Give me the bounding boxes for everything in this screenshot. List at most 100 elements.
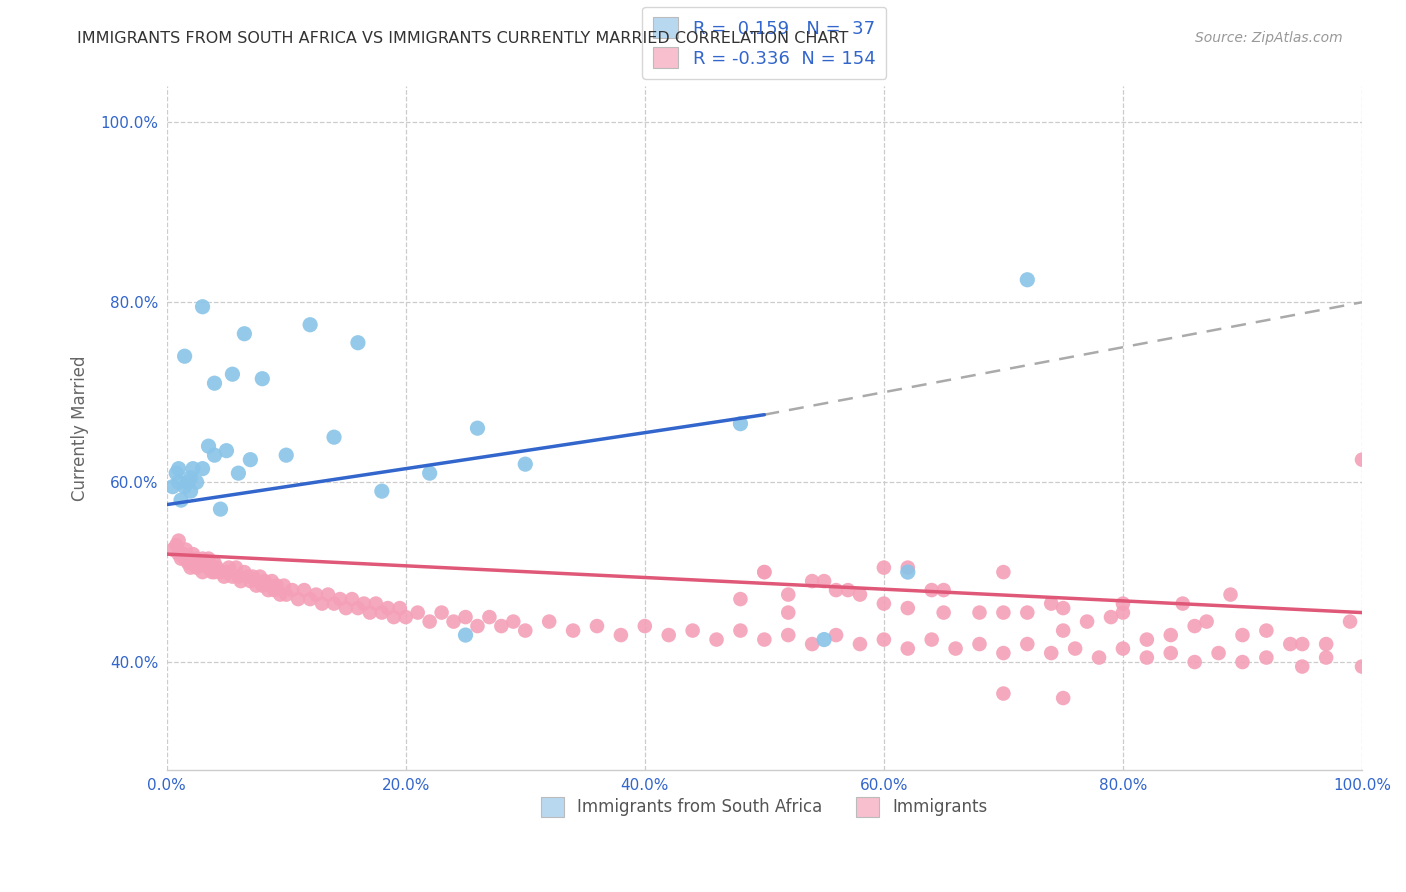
Point [1279, 637, 1302, 651]
Point [263, 583, 285, 598]
Point [873, 632, 896, 647]
Point [1184, 619, 1206, 633]
Point [754, 565, 776, 579]
Point [252, 578, 274, 592]
Point [1136, 632, 1159, 647]
Point [813, 632, 835, 647]
Point [382, 610, 405, 624]
Point [873, 560, 896, 574]
Point [388, 601, 411, 615]
Point [191, 300, 214, 314]
Point [478, 610, 501, 624]
Point [201, 565, 224, 579]
Point [969, 637, 991, 651]
Point [1291, 659, 1313, 673]
Point [825, 583, 848, 598]
Point [266, 578, 288, 592]
Point [1232, 655, 1254, 669]
Point [945, 641, 967, 656]
Point [299, 318, 322, 332]
Point [921, 583, 943, 598]
Point [1076, 615, 1098, 629]
Point [658, 628, 681, 642]
Point [1136, 650, 1159, 665]
Point [515, 624, 537, 638]
Point [197, 560, 219, 574]
Point [162, 542, 184, 557]
Point [897, 565, 920, 579]
Point [209, 565, 232, 579]
Point [897, 641, 920, 656]
Point [305, 588, 328, 602]
Point [323, 430, 346, 444]
Point [419, 615, 441, 629]
Point [754, 632, 776, 647]
Point [610, 628, 633, 642]
Point [993, 606, 1015, 620]
Point [170, 551, 193, 566]
Point [1315, 650, 1337, 665]
Point [813, 574, 835, 588]
Point [1088, 650, 1111, 665]
Point [1160, 628, 1182, 642]
Point [1040, 597, 1063, 611]
Point [323, 597, 346, 611]
Point [287, 592, 309, 607]
Point [170, 493, 193, 508]
Point [180, 560, 202, 574]
Point [562, 624, 585, 638]
Point [162, 480, 184, 494]
Point [165, 466, 187, 480]
Point [276, 588, 298, 602]
Point [825, 628, 848, 642]
Point [1052, 624, 1074, 638]
Point [467, 421, 489, 435]
Point [406, 606, 429, 620]
Y-axis label: Currently Married: Currently Married [72, 355, 89, 501]
Point [778, 588, 800, 602]
Point [993, 687, 1015, 701]
Point [191, 551, 214, 566]
Point [340, 592, 363, 607]
Point [204, 556, 226, 570]
Point [1160, 646, 1182, 660]
Point [215, 565, 238, 579]
Point [778, 628, 800, 642]
Point [1052, 691, 1074, 706]
Point [1064, 641, 1087, 656]
Point [191, 565, 214, 579]
Point [1351, 659, 1374, 673]
Point [443, 615, 465, 629]
Point [165, 538, 187, 552]
Legend: Immigrants from South Africa, Immigrants: Immigrants from South Africa, Immigrants [534, 790, 994, 823]
Point [1052, 601, 1074, 615]
Point [236, 569, 259, 583]
Point [347, 601, 370, 615]
Point [316, 588, 339, 602]
Point [311, 597, 333, 611]
Point [173, 349, 195, 363]
Point [225, 560, 247, 574]
Point [1017, 637, 1039, 651]
Point [586, 619, 609, 633]
Point [329, 592, 352, 607]
Point [897, 560, 920, 574]
Point [174, 542, 197, 557]
Point [706, 632, 728, 647]
Point [467, 619, 489, 633]
Point [364, 597, 387, 611]
Point [204, 448, 226, 462]
Point [682, 624, 704, 638]
Point [239, 574, 262, 588]
Point [257, 583, 280, 598]
Point [177, 556, 200, 570]
Point [249, 569, 271, 583]
Point [801, 637, 824, 651]
Point [221, 368, 243, 382]
Point [353, 597, 375, 611]
Point [1351, 452, 1374, 467]
Point [932, 583, 955, 598]
Text: Source: ZipAtlas.com: Source: ZipAtlas.com [1195, 31, 1343, 45]
Point [209, 502, 232, 516]
Point [1315, 637, 1337, 651]
